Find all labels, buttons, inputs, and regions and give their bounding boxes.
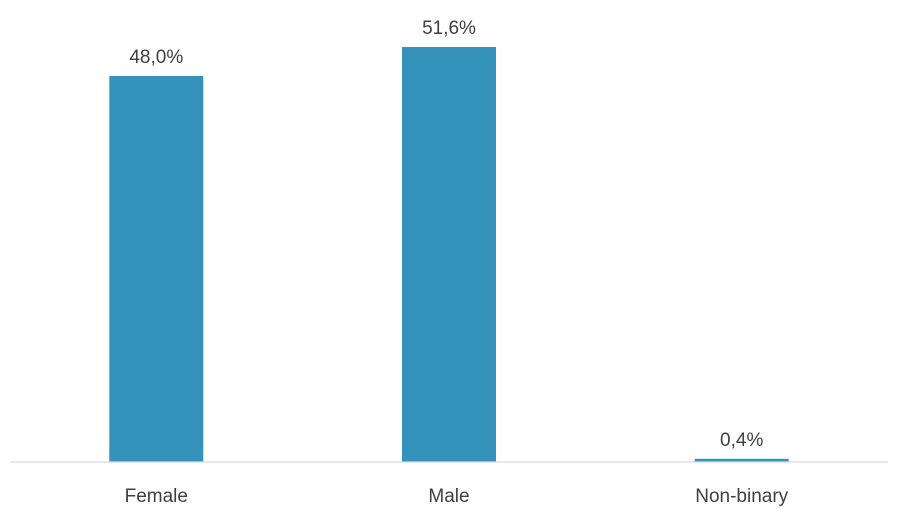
x-tick-label-non-binary: Non-binary [695, 486, 788, 507]
x-tick-labels-layer: Female Male Non-binary [125, 486, 789, 507]
data-label-female: 48,0% [129, 47, 183, 68]
data-label-male: 51,6% [422, 18, 476, 39]
data-label-non-binary: 0,4% [720, 430, 763, 451]
x-tick-label-female: Female [125, 486, 188, 507]
data-labels-layer: 48,0% 51,6% 0,4% [129, 18, 763, 451]
x-tick-label-male: Male [428, 486, 469, 507]
bar-female [109, 76, 204, 462]
bar-non-binary [694, 458, 789, 462]
bar-male [402, 47, 496, 462]
bars-layer [109, 47, 789, 462]
